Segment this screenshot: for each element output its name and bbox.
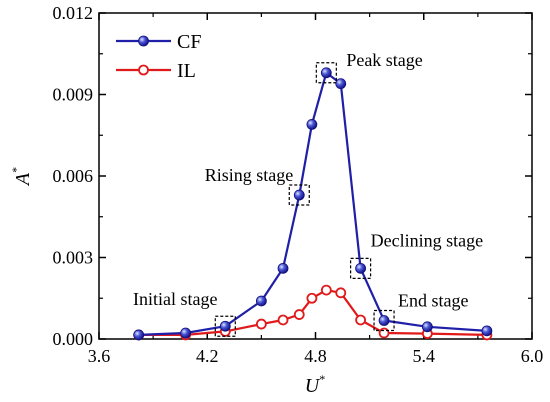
y-tick-label: 0.009 xyxy=(53,85,94,105)
il-data-point xyxy=(277,314,289,326)
y-tick-label: 0.006 xyxy=(53,166,94,186)
x-tick-label: 6.0 xyxy=(521,346,544,366)
legend: CF IL xyxy=(116,31,201,82)
stage-label: Declining stage xyxy=(371,230,483,250)
il-data-point xyxy=(255,318,267,330)
cf-data-point xyxy=(255,295,267,307)
stage-highlight-box xyxy=(350,257,372,279)
series-lines xyxy=(133,67,493,341)
il-legend-marker xyxy=(138,64,149,76)
y-axis-title: A* xyxy=(9,167,34,187)
cf-data-point xyxy=(306,118,318,130)
cf-data-point xyxy=(277,262,289,274)
y-tick-label: 0.012 xyxy=(53,3,94,23)
cf-data-point xyxy=(421,321,433,333)
x-axis-title: U* xyxy=(305,372,325,397)
il-data-point xyxy=(378,327,390,339)
y-axis-title-sup: * xyxy=(9,167,23,173)
y-axis-title-main: A xyxy=(12,172,34,187)
il-data-point xyxy=(335,287,347,299)
cf-data-point xyxy=(355,262,367,274)
stage-label: Rising stage xyxy=(205,165,294,185)
x-tick-label: 3.6 xyxy=(88,346,111,366)
il-data-point xyxy=(320,284,332,296)
cf-legend-marker xyxy=(138,35,149,47)
cf-data-point xyxy=(180,327,192,339)
stage-highlight-box xyxy=(373,309,395,332)
cf-legend-label: CF xyxy=(177,31,201,53)
il-data-point xyxy=(293,309,305,320)
stage-highlight-box xyxy=(214,315,236,337)
y-tick-label: 0.000 xyxy=(53,329,94,349)
stage-label: Peak stage xyxy=(346,50,422,70)
cf-data-point xyxy=(219,320,231,332)
y-tick-label: 0.003 xyxy=(53,248,94,268)
x-tick-label: 5.4 xyxy=(413,346,436,366)
stage-annotations: Initial stage Rising stage Peak stage Decli… xyxy=(133,50,483,337)
il-data-point xyxy=(306,292,318,304)
stage-label: End stage xyxy=(398,291,468,311)
cf-data-point xyxy=(335,78,347,90)
x-tick-label: 4.8 xyxy=(304,346,327,366)
x-axis-title-main: U xyxy=(305,375,321,397)
cf-data-point xyxy=(320,67,332,79)
il-data-point xyxy=(355,314,367,326)
cf-data-point xyxy=(481,325,493,337)
stage-highlight-box xyxy=(288,184,310,206)
il-legend-label: IL xyxy=(177,60,196,82)
x-tick-label: 4.2 xyxy=(196,346,219,366)
x-axis-title-sup: * xyxy=(319,372,325,386)
cf-data-point xyxy=(378,315,390,326)
stage-highlight-box xyxy=(315,62,337,84)
cf-data-point xyxy=(293,189,305,201)
cf-data-point xyxy=(133,329,145,341)
stage-label: Initial stage xyxy=(133,289,217,309)
